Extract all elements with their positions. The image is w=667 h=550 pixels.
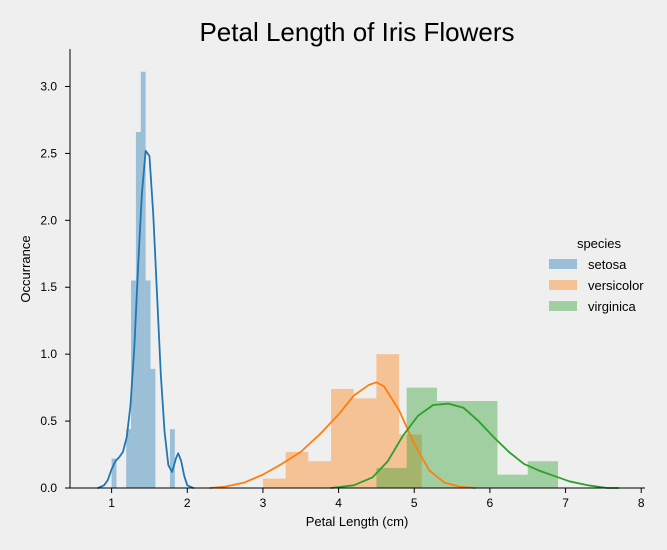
chart-title: Petal Length of Iris Flowers [199,17,514,47]
versicolor-histogram-bar [376,354,400,488]
y-tick-label: 3.0 [40,79,57,93]
legend-entries: setosa versicolor virginica [549,257,644,314]
kde-curves [97,149,620,489]
setosa-histogram-bar [135,131,141,489]
versicolor-legend-swatch [549,280,577,290]
setosa-kde-line [97,149,195,489]
x-tick-label: 8 [638,496,645,510]
y-axis-label: Occurrance [18,235,33,302]
virginica-histogram-bar [497,474,528,488]
setosa-histogram-bar [140,71,146,488]
versicolor-histogram-bar [331,388,354,488]
setosa-histogram-bar [145,280,151,488]
versicolor-histogram-bar [353,398,377,488]
histogram-bars [111,71,558,489]
legend-title: species [577,236,622,251]
setosa-histogram-bar [126,429,132,488]
x-tick-label: 3 [260,496,267,510]
x-tick-label: 7 [562,496,569,510]
y-ticks: 0.0 0.5 1.0 1.5 2.0 2.5 3.0 [40,79,70,495]
setosa-histogram-bar [111,458,117,488]
virginica-histogram-bar [436,401,468,488]
legend: species setosa versicolor virginica [549,236,644,314]
setosa-legend-label: setosa [588,257,627,272]
virginica-legend-swatch [549,301,577,311]
virginica-kde-line [330,402,620,489]
y-tick-label: 1.5 [40,280,57,294]
versicolor-legend-label: versicolor [588,278,644,293]
virginica-histogram-bar [527,461,558,488]
y-tick-label: 0.0 [40,481,57,495]
setosa-histogram-bar [169,429,175,488]
virginica-legend-label: virginica [588,299,636,314]
versicolor-histogram-bar [262,478,286,488]
versicolor-histogram-bar [285,451,309,488]
y-tick-label: 1.0 [40,347,57,361]
x-tick-label: 5 [411,496,418,510]
x-tick-label: 6 [487,496,494,510]
y-tick-label: 2.5 [40,146,57,160]
x-ticks: 1 2 3 4 5 6 7 8 [108,488,645,510]
virginica-histogram-bar [376,467,407,488]
y-tick-label: 0.5 [40,414,57,428]
x-tick-label: 1 [108,496,115,510]
setosa-legend-swatch [549,259,577,269]
y-tick-label: 2.0 [40,213,57,227]
x-tick-label: 2 [184,496,191,510]
versicolor-histogram-bar [308,461,332,488]
x-axis-label: Petal Length (cm) [306,514,409,529]
setosa-histogram-bar [150,368,156,488]
versicolor-kde-line [209,381,476,489]
x-tick-label: 4 [335,496,342,510]
setosa-histogram-bar [131,280,136,488]
